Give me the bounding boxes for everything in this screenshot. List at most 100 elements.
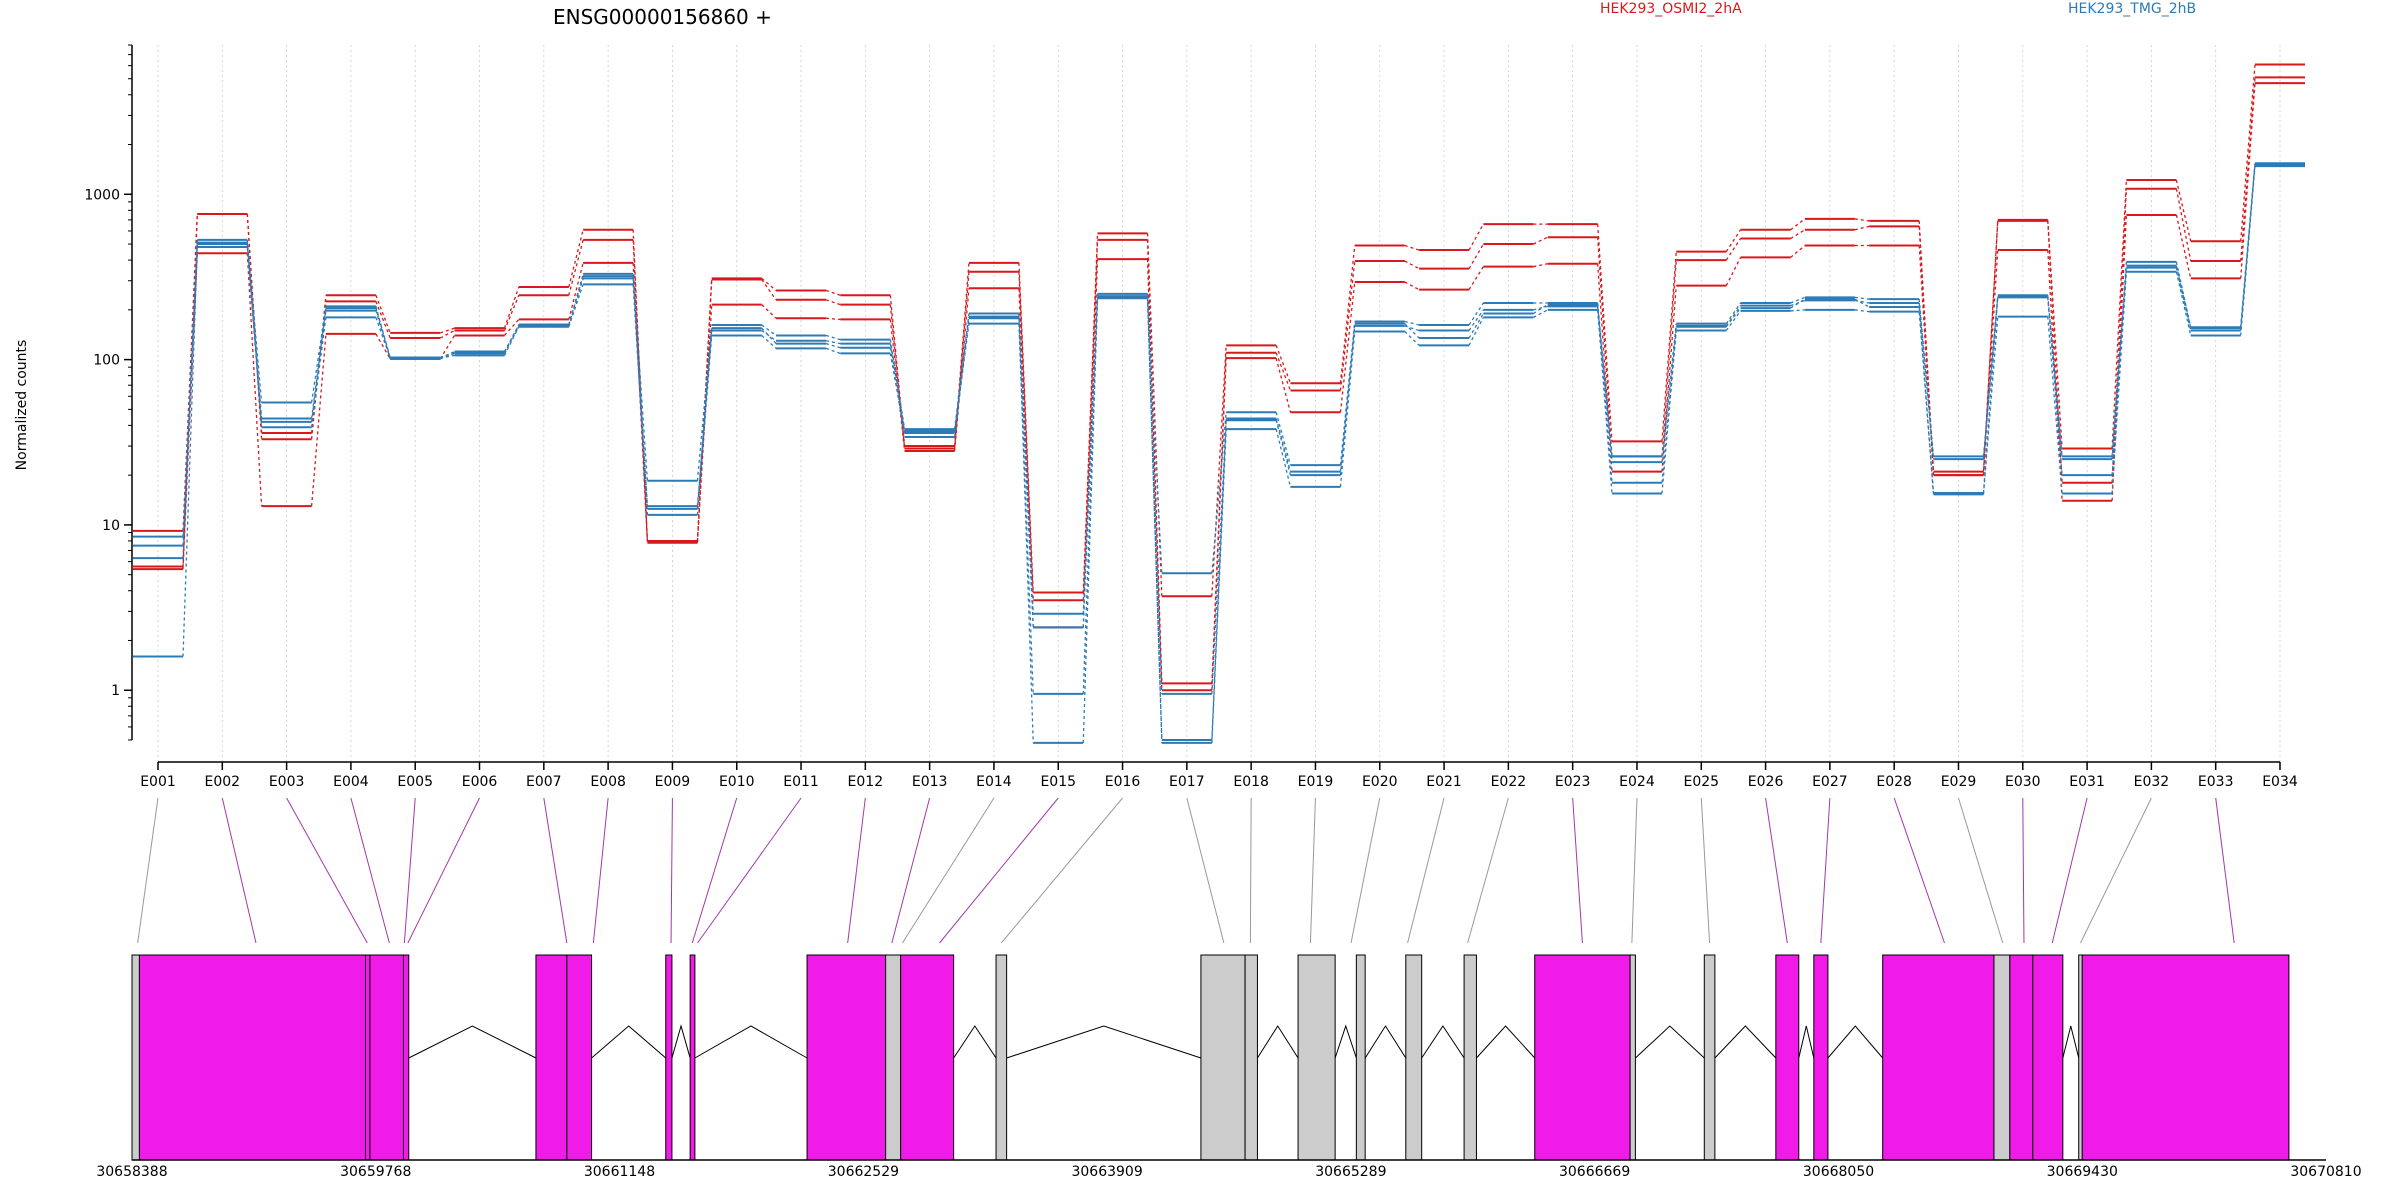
connector-mark: [696, 324, 713, 481]
x-tick-label: E007: [526, 774, 562, 790]
exon-block: [402, 954, 410, 1161]
exon-block: [131, 954, 140, 1161]
x-tick-label: E014: [976, 774, 1012, 790]
connector-mark: [1211, 429, 1227, 743]
intron-mark: [2062, 1025, 2080, 1059]
connector-mark: [375, 301, 391, 339]
x-tick-label: E017: [1169, 774, 1205, 790]
exon-block: [1993, 954, 2011, 1161]
connector-mark: [568, 284, 584, 327]
exon-block: [1534, 954, 1631, 1161]
intron-mark: [1635, 1025, 1705, 1059]
exon-link-line: [691, 797, 738, 944]
connector-mark: [825, 289, 841, 296]
connector-mark: [696, 279, 713, 541]
coordinate-tick-label: 30659768: [340, 1164, 411, 1180]
intron-mark: [694, 1025, 808, 1059]
connector-mark: [1404, 320, 1420, 326]
intron-mark: [591, 1025, 667, 1059]
x-tick-label: E012: [848, 774, 884, 790]
connector-mark: [1597, 263, 1613, 472]
x-tick-label: E030: [2005, 774, 2041, 790]
exon-link-line: [1000, 797, 1123, 944]
connector-mark: [1211, 412, 1227, 574]
exon-block: [1882, 954, 1995, 1161]
exon-link-line: [1572, 797, 1583, 944]
connector-mark: [2111, 267, 2128, 460]
exon-link-line: [543, 797, 568, 944]
connector-mark: [1661, 285, 1677, 472]
exon-block: [364, 954, 371, 1161]
x-tick-label: E002: [205, 774, 241, 790]
x-tick-label: E013: [912, 774, 948, 790]
connector-mark: [440, 354, 455, 359]
connector-mark: [503, 326, 520, 354]
y-tick-label: 10: [102, 518, 120, 534]
x-tick-label: E024: [1619, 774, 1655, 790]
series-line: [133, 162, 2305, 615]
exon-block: [995, 954, 1008, 1161]
coordinate-axis: 30658388 30659768 30661148 30662529 30663909…: [96, 1159, 2362, 1180]
y-tick-label: 1: [111, 683, 120, 699]
intron-mark: [1476, 1025, 1536, 1059]
connector-mark: [1404, 260, 1420, 270]
connector-mark: [1339, 260, 1356, 391]
connector-mark: [503, 286, 520, 329]
coordinate-tick-label: 30670810: [2290, 1164, 2361, 1180]
exon-block: [1355, 954, 1366, 1161]
x-tick-label: E009: [655, 774, 691, 790]
connector-mark: [1854, 225, 1870, 231]
connector-mark: [1661, 325, 1677, 463]
connector-mark: [825, 340, 841, 345]
connector-mark: [1468, 313, 1484, 339]
exon-block: [1244, 954, 1258, 1161]
connector-mark: [1854, 218, 1870, 222]
x-tick-label: E025: [1683, 774, 1719, 790]
connector-mark: [889, 304, 906, 449]
connector-mark: [1275, 420, 1292, 476]
connector-mark: [1661, 260, 1677, 457]
connector-mark: [953, 323, 970, 434]
connector-mark: [1404, 325, 1420, 332]
exon-block: [1775, 954, 1800, 1161]
exon-link-line: [1407, 797, 1445, 944]
connector-mark: [182, 242, 198, 546]
grid-lines: [157, 45, 2281, 762]
intron-mark: [1006, 1025, 1202, 1059]
connector-mark: [632, 273, 649, 481]
coordinate-tick-label: 30663909: [1071, 1164, 1142, 1180]
connector-mark: [2175, 271, 2192, 336]
connector-mark: [825, 342, 841, 349]
connector-mark: [1918, 245, 1935, 476]
x-tick-label: E028: [1876, 774, 1912, 790]
connector-mark: [1082, 239, 1099, 601]
connector-mark: [2240, 83, 2256, 279]
series-line: [133, 164, 2305, 744]
connector-mark: [439, 329, 455, 339]
connector-mark: [1790, 229, 1806, 240]
x-tick-label: E004: [333, 774, 369, 790]
x-tick-label: E026: [1748, 774, 1784, 790]
connector-mark: [375, 295, 391, 334]
connector-mark: [953, 316, 970, 438]
x-tick-label: E033: [2198, 774, 2234, 790]
connector-mark: [696, 328, 713, 509]
connector-mark: [2175, 179, 2192, 242]
connector-mark: [246, 253, 263, 507]
exon-link-line: [286, 797, 368, 944]
connector-mark: [1339, 323, 1356, 472]
exon-link-line: [847, 797, 866, 944]
connector-mark: [825, 347, 841, 355]
exon-link-line: [1186, 797, 1225, 944]
exon-block: [806, 954, 887, 1161]
connector-mark: [375, 307, 391, 358]
series-line: [133, 163, 2305, 695]
x-tick-label: E022: [1491, 774, 1527, 790]
connector-mark: [1790, 298, 1806, 309]
series-lines: [133, 63, 2305, 744]
series-line: [133, 165, 2305, 744]
connector-mark: [1404, 244, 1420, 251]
exon-block: [2081, 954, 2290, 1161]
connector-mark: [1597, 306, 1613, 463]
connector-mark: [1918, 299, 1935, 457]
